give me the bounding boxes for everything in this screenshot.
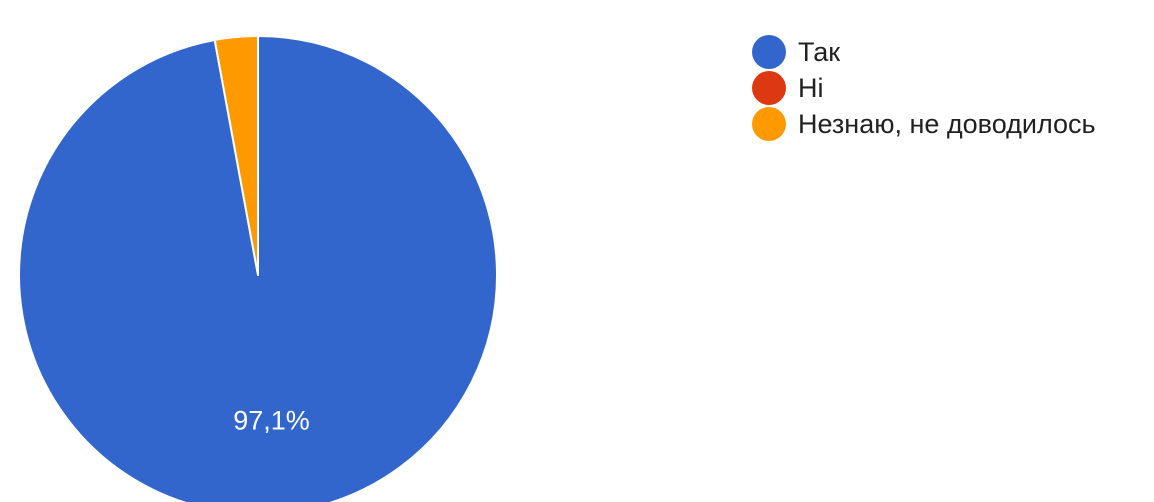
legend-label-yes: Так [798,37,841,67]
data-label-0: 97,1% [233,406,310,436]
pie-slice-0[interactable] [18,35,498,502]
pie-slice-2[interactable] [213,35,259,276]
legend-swatch-yes [752,35,786,69]
legend-swatch-no [752,71,786,105]
legend-swatch-dont-know [752,107,786,141]
legend: Так Ні Незнаю, не доводилось [752,34,1096,142]
legend-item-dont-know[interactable]: Незнаю, не доводилось [752,106,1096,142]
legend-item-no[interactable]: Ні [752,70,1096,106]
legend-item-yes[interactable]: Так [752,34,1096,70]
legend-label-dont-know: Незнаю, не доводилось [798,109,1096,139]
legend-label-no: Ні [798,73,824,103]
